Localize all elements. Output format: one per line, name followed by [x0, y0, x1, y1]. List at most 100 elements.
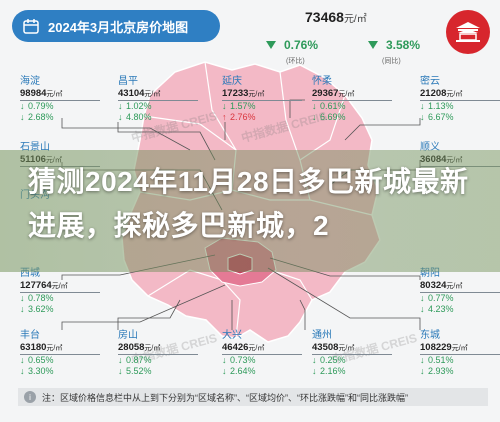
district-card: 通州 43508元/㎡ ↓ 0.25% ↓ 2.16%: [312, 326, 392, 377]
district-name: 房山: [118, 330, 138, 341]
district-mom: ↓ 0.73%: [222, 355, 256, 365]
down-arrow-icon: ↓: [20, 293, 25, 303]
district-card: 海淀 98984元/㎡ ↓ 0.79% ↓ 2.68%: [20, 72, 100, 123]
district-mom: ↓ 0.77%: [420, 293, 454, 303]
article-headline: 猜测2024年11月28日多巴新城最新进展，探秘多巴新城，2: [28, 166, 469, 241]
temple-logo-icon: [446, 10, 490, 54]
district-mom: ↓ 0.25%: [312, 355, 346, 365]
overall-yoy-value: 3.58%: [386, 38, 421, 52]
district-yoy: ↓ 6.69%: [312, 112, 346, 122]
district-card: 怀柔 29367元/㎡ ↓ 0.61% ↓ 6.69%: [312, 72, 392, 123]
district-price: 17233元/㎡: [222, 88, 302, 101]
district-price: 21208元/㎡: [420, 88, 500, 101]
mom-label: (环比): [286, 58, 305, 65]
district-yoy: ↓ 4.80%: [118, 112, 152, 122]
district-price: 29367元/㎡: [312, 88, 392, 101]
district-name: 怀柔: [312, 76, 332, 87]
district-name: 朝阳: [420, 268, 440, 279]
district-card: 大兴 46426元/㎡ ↓ 0.73% ↓ 2.64%: [222, 326, 302, 377]
district-yoy: ↓ 5.52%: [118, 366, 152, 376]
down-arrow-icon: ↓: [118, 366, 123, 376]
district-name: 东城: [420, 330, 440, 341]
down-arrow-icon: ↓: [420, 112, 425, 122]
district-card: 东城 108229元/㎡ ↓ 0.51% ↓ 2.93%: [420, 326, 500, 377]
district-card: 丰台 63180元/㎡ ↓ 0.65% ↓ 3.30%: [20, 326, 100, 377]
down-arrow-icon: ↓: [20, 355, 25, 365]
down-arrow-icon: ↓: [20, 101, 25, 111]
overall-yoy: 3.58%: [368, 38, 420, 52]
district-yoy: ↓ 2.64%: [222, 366, 256, 376]
district-card: 昌平 43104元/㎡ ↓ 1.02% ↓ 4.80%: [118, 72, 198, 123]
overall-price-value: 73468: [305, 9, 344, 25]
district-yoy: ↓ 3.30%: [20, 366, 54, 376]
district-mom: ↓ 0.78%: [20, 293, 54, 303]
footnote-text: 注：区域价格信息栏中从上到下分别为“区域名称”、“区域均价”、“环比涨跌幅”和“…: [42, 392, 408, 403]
down-arrow-icon: ↓: [222, 366, 227, 376]
district-name: 西城: [20, 268, 40, 279]
district-name: 顺义: [420, 142, 440, 153]
district-price: 28058元/㎡: [118, 342, 198, 355]
down-arrow-icon: ↓: [20, 304, 25, 314]
district-price: 43104元/㎡: [118, 88, 198, 101]
district-card: 密云 21208元/㎡ ↓ 1.13% ↓ 6.67%: [420, 72, 500, 123]
district-name: 石景山: [20, 142, 50, 153]
map-title: 2024年3月北京房价地图: [48, 19, 189, 35]
district-mom: ↓ 0.87%: [118, 355, 152, 365]
footnote: i 注：区域价格信息栏中从上到下分别为“区域名称”、“区域均价”、“环比涨跌幅”…: [18, 388, 488, 406]
district-price: 108229元/㎡: [420, 342, 500, 355]
district-yoy: ↑ 2.76%: [222, 112, 256, 122]
overall-price-unit: 元/㎡: [343, 14, 367, 25]
down-arrow-icon: ↓: [312, 101, 317, 111]
district-name: 昌平: [118, 76, 138, 87]
district-mom: ↓ 1.57%: [222, 101, 256, 111]
up-arrow-icon: ↑: [222, 112, 227, 122]
district-name: 密云: [420, 76, 440, 87]
down-triangle-icon: [266, 41, 276, 49]
district-yoy: ↓ 2.93%: [420, 366, 454, 376]
district-price: 127764元/㎡: [20, 280, 100, 293]
district-mom: ↓ 1.13%: [420, 101, 454, 111]
down-arrow-icon: ↓: [420, 355, 425, 365]
district-price: 98984元/㎡: [20, 88, 100, 101]
down-arrow-icon: ↓: [312, 366, 317, 376]
district-mom: ↓ 1.02%: [118, 101, 152, 111]
district-card: 房山 28058元/㎡ ↓ 0.87% ↓ 5.52%: [118, 326, 198, 377]
district-name: 延庆: [222, 76, 242, 87]
down-triangle-icon: [368, 41, 378, 49]
down-arrow-icon: ↓: [20, 112, 25, 122]
district-mom: ↓ 0.61%: [312, 101, 346, 111]
down-arrow-icon: ↓: [420, 101, 425, 111]
overall-mom: 0.76%: [266, 38, 318, 52]
district-name: 海淀: [20, 76, 40, 87]
district-name: 通州: [312, 330, 332, 341]
headline-band: [0, 150, 500, 272]
district-mom: ↓ 0.51%: [420, 355, 454, 365]
down-arrow-icon: ↓: [420, 366, 425, 376]
district-yoy: ↓ 2.16%: [312, 366, 346, 376]
district-name: 丰台: [20, 330, 40, 341]
map-title-bar: 2024年3月北京房价地图: [12, 10, 220, 42]
down-arrow-icon: ↓: [420, 304, 425, 314]
down-arrow-icon: ↓: [20, 366, 25, 376]
district-yoy: ↓ 3.62%: [20, 304, 54, 314]
district-yoy: ↓ 4.23%: [420, 304, 454, 314]
yoy-label: (同比): [382, 58, 401, 65]
down-arrow-icon: ↓: [118, 101, 123, 111]
info-icon: i: [24, 391, 36, 403]
down-arrow-icon: ↓: [222, 355, 227, 365]
overall-mom-value: 0.76%: [284, 38, 319, 52]
district-price: 43508元/㎡: [312, 342, 392, 355]
district-mom: ↓ 0.65%: [20, 355, 54, 365]
district-mom: ↓ 0.79%: [20, 101, 54, 111]
down-arrow-icon: ↓: [118, 355, 123, 365]
down-arrow-icon: ↓: [312, 355, 317, 365]
district-price: 46426元/㎡: [222, 342, 302, 355]
district-price: 63180元/㎡: [20, 342, 100, 355]
down-arrow-icon: ↓: [312, 112, 317, 122]
district-price: 80324元/㎡: [420, 280, 500, 293]
district-card: 西城 127764元/㎡ ↓ 0.78% ↓ 3.62%: [20, 264, 100, 315]
district-yoy: ↓ 6.67%: [420, 112, 454, 122]
down-arrow-icon: ↓: [222, 101, 227, 111]
overall-price: 73468元/㎡: [305, 9, 367, 25]
